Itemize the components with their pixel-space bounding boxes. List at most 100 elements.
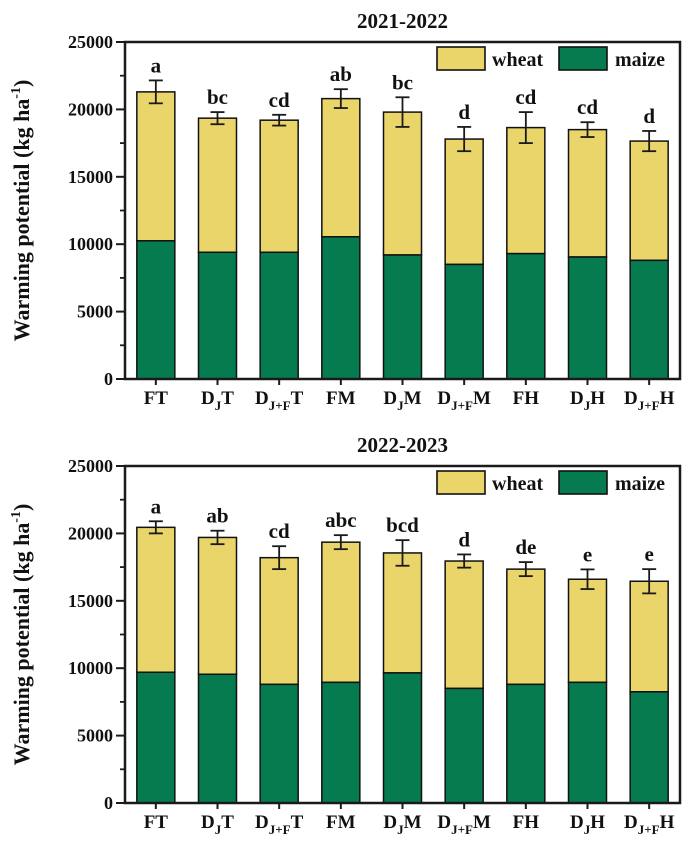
bar-maize-2 [259, 683, 299, 804]
sig-letter-1: ab [206, 504, 228, 528]
bar-maize-6 [506, 683, 546, 804]
legend-swatch-maize [558, 46, 608, 71]
x-category-label-4: DJM [383, 812, 421, 837]
bar-wheat-6 [506, 126, 546, 255]
sig-letter-8: e [645, 542, 654, 566]
sig-letter-7: cd [577, 95, 598, 119]
y-axis-title: Warming potential (kg ha-1) [9, 80, 34, 342]
x-category-label-0: FT [144, 388, 169, 409]
y-tick-label: 5000 [77, 726, 113, 746]
bar-wheat-6 [506, 568, 546, 686]
x-category-label-3: FM [326, 388, 356, 409]
legend-label-wheat: wheat [492, 49, 543, 71]
bar-wheat-3 [321, 97, 361, 238]
bar-wheat-0 [136, 91, 176, 242]
bar-wheat-7 [567, 128, 608, 258]
bar-maize-3 [321, 236, 361, 380]
x-category-label-5: DJ+FM [437, 812, 491, 837]
bar-wheat-8 [629, 140, 669, 262]
bar-maize-1 [197, 673, 238, 804]
x-category-label-7: DJH [570, 812, 605, 837]
sig-letter-7: e [583, 542, 592, 566]
chart-2021-2022: 2021-2022 Warming potential (kg ha-1) 0 500… [9, 9, 682, 413]
y-tick-label: 5000 [77, 302, 113, 322]
sig-letter-6: cd [515, 85, 536, 109]
bar-wheat-2 [259, 556, 299, 686]
bar-wheat-7 [567, 578, 608, 684]
bar-maize-5 [444, 687, 484, 804]
sig-letter-0: a [151, 494, 162, 518]
legend-label-maize: maize [615, 473, 665, 495]
x-category-label-1: DJT [201, 812, 234, 837]
y-tick-label: 20000 [68, 523, 113, 543]
bar-wheat-5 [444, 138, 484, 266]
y-tick-label: 10000 [68, 234, 113, 254]
bar-maize-4 [382, 672, 423, 804]
sig-letter-0: a [151, 53, 162, 77]
bar-maize-0 [136, 240, 176, 380]
bar-wheat-0 [136, 526, 176, 673]
sig-letter-8: d [643, 104, 655, 128]
x-category-label-8: DJ+FH [624, 388, 675, 413]
bar-wheat-3 [321, 541, 361, 684]
bar-maize-7 [567, 681, 608, 804]
bar-maize-6 [506, 252, 546, 380]
sig-letter-1: bc [207, 85, 228, 109]
legend-swatch-wheat [436, 46, 486, 71]
bar-maize-5 [444, 263, 484, 380]
x-category-label-3: FM [326, 812, 356, 833]
bar-wheat-1 [197, 536, 238, 676]
x-category-label-4: DJM [383, 388, 421, 413]
sig-letter-2: cd [269, 88, 290, 112]
y-tick-label: 0 [104, 793, 113, 813]
bar-maize-8 [629, 691, 669, 804]
bar-maize-0 [136, 671, 176, 804]
x-category-label-1: DJT [201, 388, 234, 413]
plot-border [123, 40, 682, 381]
sig-letter-2: cd [269, 519, 290, 543]
y-tick-label: 20000 [68, 99, 113, 119]
sig-letter-5: d [458, 527, 470, 551]
bar-wheat-4 [382, 111, 423, 256]
bar-maize-2 [259, 251, 299, 380]
chart-title: 2022-2023 [357, 433, 448, 457]
legend-swatch-wheat [436, 470, 486, 495]
legend-label-wheat: wheat [492, 473, 543, 495]
plot-border [123, 464, 682, 805]
bar-maize-1 [197, 251, 238, 380]
sig-letter-4: bcd [386, 513, 419, 537]
chart-title: 2021-2022 [357, 9, 448, 33]
bar-wheat-2 [259, 119, 299, 254]
bar-wheat-8 [629, 580, 669, 693]
legend-swatch-maize [558, 470, 608, 495]
y-tick-label: 25000 [68, 456, 113, 476]
x-category-label-6: FH [513, 812, 540, 833]
bar-maize-7 [567, 256, 608, 380]
sig-letter-5: d [458, 100, 470, 124]
y-tick-label: 15000 [68, 591, 113, 611]
x-category-label-8: DJ+FH [624, 812, 675, 837]
bar-maize-8 [629, 259, 669, 380]
x-category-label-2: DJ+FT [255, 388, 304, 413]
chart-2022-2023: 2022-2023 Warming potential (kg ha-1) 0 500… [9, 433, 682, 837]
y-tick-label: 15000 [68, 167, 113, 187]
legend-label-maize: maize [615, 49, 665, 71]
bar-maize-4 [382, 254, 423, 380]
x-category-label-0: FT [144, 812, 169, 833]
y-axis-title: Warming potential (kg ha-1) [9, 504, 34, 766]
sig-letter-3: ab [330, 62, 352, 86]
bar-wheat-1 [197, 117, 238, 254]
sig-letter-4: bc [392, 70, 413, 94]
y-tick-label: 25000 [68, 32, 113, 52]
x-category-label-2: DJ+FT [255, 812, 304, 837]
bar-maize-3 [321, 681, 361, 804]
x-category-label-5: DJ+FM [437, 388, 491, 413]
sig-letter-3: abc [325, 508, 357, 532]
x-category-label-6: FH [513, 388, 540, 409]
y-tick-label: 0 [104, 369, 113, 389]
x-category-label-7: DJH [570, 388, 605, 413]
sig-letter-6: de [515, 535, 536, 559]
bar-wheat-4 [382, 552, 423, 674]
bar-wheat-5 [444, 560, 484, 690]
